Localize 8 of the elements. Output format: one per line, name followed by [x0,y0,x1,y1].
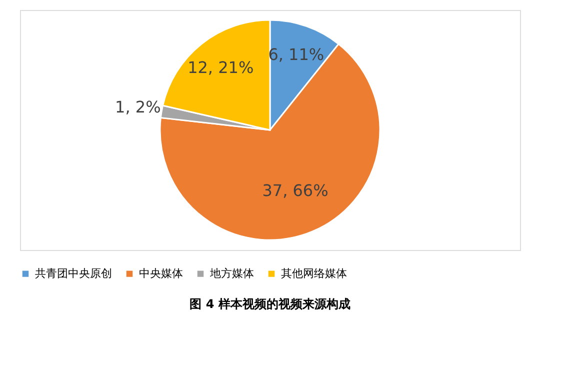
text: 图 4 样本视频的视频来源构成 [190,297,350,311]
legend-label: 共青团中央原创 [35,266,112,280]
legend-label: 地方媒体 [209,266,254,280]
data-label: 1, 2% [115,98,161,117]
data-label: 37, 66% [262,180,328,200]
legend-label: 其他网络媒体 [281,266,347,280]
legend-label: 中央媒体 [139,266,183,280]
data-label: 12, 21% [188,58,254,78]
